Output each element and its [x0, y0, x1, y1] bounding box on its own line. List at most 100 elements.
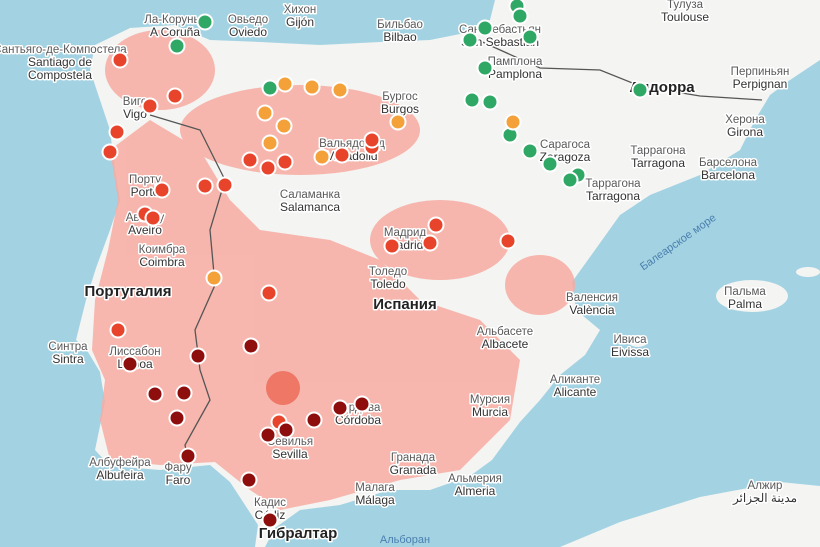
place-label: Girona: [727, 125, 763, 139]
fire-marker[interactable]: [108, 123, 126, 141]
place-label: Tarragona: [586, 189, 640, 203]
fire-marker[interactable]: [353, 395, 371, 413]
fire-marker[interactable]: [111, 51, 129, 69]
fire-marker[interactable]: [463, 91, 481, 109]
place-label: Vigo: [123, 107, 147, 121]
markers: [101, 0, 649, 529]
place-label: Toledo: [370, 277, 406, 291]
place-label: Овьедо: [228, 14, 268, 26]
place-label: Таррагона: [630, 145, 686, 157]
fire-marker[interactable]: [313, 148, 331, 166]
region-label: Гибралтар: [259, 525, 338, 542]
fire-marker[interactable]: [179, 447, 197, 465]
fire-marker[interactable]: [277, 421, 295, 439]
fire-marker[interactable]: [141, 97, 159, 115]
fire-marker[interactable]: [260, 284, 278, 302]
place-label: Албуфейра: [89, 457, 151, 469]
fire-marker[interactable]: [631, 81, 649, 99]
place-label: Малага: [355, 482, 395, 494]
fire-marker[interactable]: [205, 269, 223, 287]
place-label: Santiago de: [28, 55, 92, 69]
place-label: Tarragona: [631, 156, 685, 170]
fire-marker[interactable]: [175, 384, 193, 402]
fire-marker[interactable]: [476, 19, 494, 37]
fire-marker[interactable]: [499, 232, 517, 250]
fire-marker[interactable]: [389, 113, 407, 131]
place-label: Пальма: [724, 286, 766, 298]
place-label: Сарагоса: [540, 139, 591, 151]
place-label: Faro: [166, 473, 191, 487]
place-label: Compostela: [28, 68, 92, 82]
fire-marker[interactable]: [166, 87, 184, 105]
fire-marker[interactable]: [261, 511, 279, 529]
burn-area: [370, 200, 510, 280]
fire-marker[interactable]: [189, 347, 207, 365]
place-label: Córdoba: [335, 413, 381, 427]
africa: [560, 482, 820, 547]
fire-marker[interactable]: [303, 78, 321, 96]
fire-marker[interactable]: [427, 216, 445, 234]
fire-marker[interactable]: [242, 337, 260, 355]
fire-marker[interactable]: [333, 146, 351, 164]
place-label: Albufeira: [96, 468, 144, 482]
place-label: Gijón: [286, 15, 314, 29]
place-label: Toulouse: [661, 10, 709, 24]
fire-marker[interactable]: [259, 159, 277, 177]
fire-marker[interactable]: [168, 37, 186, 55]
fire-marker[interactable]: [521, 28, 539, 46]
place-label: Перпиньян: [731, 66, 790, 78]
fire-marker[interactable]: [541, 155, 559, 173]
fire-marker[interactable]: [261, 134, 279, 152]
fire-marker[interactable]: [109, 321, 127, 339]
fire-marker[interactable]: [481, 93, 499, 111]
place-label: Коимбра: [139, 244, 186, 256]
fire-cluster[interactable]: [266, 371, 300, 405]
fire-marker[interactable]: [331, 399, 349, 417]
mallorca: [716, 280, 788, 312]
fire-marker[interactable]: [504, 113, 522, 131]
place-label: Coimbra: [139, 255, 185, 269]
burn-areas: [92, 30, 575, 510]
place-label: Лиссабон: [109, 346, 160, 358]
region-label: Испания: [373, 296, 437, 313]
border: [477, 39, 763, 101]
fire-marker[interactable]: [383, 237, 401, 255]
fire-marker[interactable]: [241, 151, 259, 169]
fire-marker[interactable]: [305, 411, 323, 429]
fire-marker[interactable]: [259, 426, 277, 444]
place-label: Porto: [131, 185, 160, 199]
fire-marker[interactable]: [363, 131, 381, 149]
fire-marker[interactable]: [121, 355, 139, 373]
fire-marker[interactable]: [216, 176, 234, 194]
fire-marker[interactable]: [421, 234, 439, 252]
place-label: Севилья: [267, 436, 313, 448]
fire-marker[interactable]: [261, 79, 279, 97]
place-label: Синтра: [48, 341, 88, 353]
fire-marker[interactable]: [561, 171, 579, 189]
place-label: Альбасете: [477, 326, 533, 338]
place-label: Bilbao: [383, 30, 417, 44]
fire-marker[interactable]: [168, 409, 186, 427]
fire-marker[interactable]: [276, 153, 294, 171]
fire-marker[interactable]: [331, 81, 349, 99]
fire-marker[interactable]: [275, 117, 293, 135]
place-label: Мадрид: [384, 227, 427, 239]
place-label: Кадис: [254, 497, 286, 509]
fire-marker[interactable]: [101, 143, 119, 161]
fire-marker[interactable]: [461, 31, 479, 49]
fire-marker[interactable]: [153, 181, 171, 199]
fire-marker[interactable]: [256, 104, 274, 122]
fire-marker[interactable]: [476, 59, 494, 77]
fire-marker[interactable]: [144, 209, 162, 227]
fire-marker[interactable]: [511, 7, 529, 25]
fire-marker[interactable]: [240, 471, 258, 489]
fire-marker[interactable]: [276, 75, 294, 93]
place-label: Almeria: [455, 484, 496, 498]
place-label: Бильбао: [377, 19, 423, 31]
fire-marker[interactable]: [146, 385, 164, 403]
fire-marker[interactable]: [196, 13, 214, 31]
fire-marker[interactable]: [196, 177, 214, 195]
place-label: Ла-Корунья: [144, 14, 205, 26]
fire-marker[interactable]: [521, 142, 539, 160]
